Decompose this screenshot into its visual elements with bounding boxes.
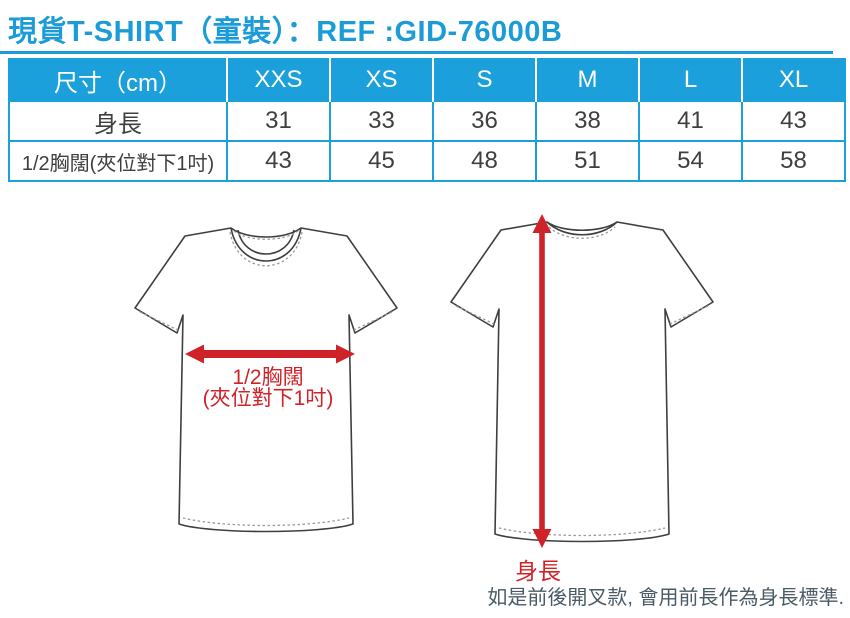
front-shirt-body [134,227,398,533]
body-length-measure-label: 身長 [515,558,561,584]
size-col-header-l: L [638,59,742,101]
front-hem-stitch [182,517,350,527]
table-cell: 33 [329,100,434,142]
front-shirt-illustration [134,227,398,533]
size-chart-header-row: 尺寸（cm） XXS XS S M L XL [8,59,845,101]
table-cell: 38 [535,100,640,142]
size-chart-table: 尺寸（cm） XXS XS S M L XL 身長 31 33 36 38 41… [8,58,846,182]
table-cell: 41 [638,100,743,142]
table-cell: 58 [741,140,846,182]
back-right-sleeve-stitch [669,305,709,325]
page-title: 現貨T-SHIRT（童裝）：REF :GID-76000B [8,16,563,48]
front-right-sleeve-stitch [353,311,393,331]
table-cell: 43 [226,140,331,182]
back-left-sleeve-stitch [455,305,495,325]
table-cell: 31 [226,100,331,142]
half-chest-measure-label-line2: (夾位對下1吋) [202,387,334,410]
size-col-header-s: S [432,59,536,101]
row-label-body-length: 身長 [8,100,228,142]
half-chest-measure-arrow [185,344,355,364]
size-col-header-xs: XS [329,59,433,101]
front-collar-outer [230,227,302,262]
table-cell: 51 [535,140,640,182]
table-cell: 45 [329,140,434,182]
front-backneck-stitch [233,230,299,240]
row-label-half-chest: 1/2胸闊(夾位對下1吋) [8,140,228,182]
table-cell: 36 [432,100,537,142]
back-hem-stitch [498,527,666,537]
size-unit-header: 尺寸（cm） [8,59,227,101]
front-left-sleeve-stitch [139,311,179,331]
title-underline [0,51,833,54]
table-cell: 43 [741,100,846,142]
back-shirt-illustration [450,214,714,548]
table-row-body-length: 身長 31 33 36 38 41 43 [8,100,846,142]
body-length-measure-arrow [532,214,552,548]
back-collar-stitch [548,226,616,239]
half-chest-measure-label-line1: 1/2胸闊 [232,366,304,389]
table-cell: 48 [432,140,537,182]
back-shirt-body [450,221,714,543]
table-cell: 54 [638,140,743,182]
footnote: 如是前後開叉款, 會用前長作為身長標準. [487,587,844,609]
back-collar-edge [546,221,618,236]
half-chest-measure-label: 1/2胸闊 (夾位對下1吋) [168,367,368,409]
table-row-half-chest: 1/2胸闊(夾位對下1吋) 43 45 48 51 54 58 [8,140,846,182]
size-col-header-m: M [535,59,639,101]
size-col-header-xl: XL [741,59,845,101]
front-collar-inner [237,229,295,255]
size-col-header-xxs: XXS [226,59,330,101]
